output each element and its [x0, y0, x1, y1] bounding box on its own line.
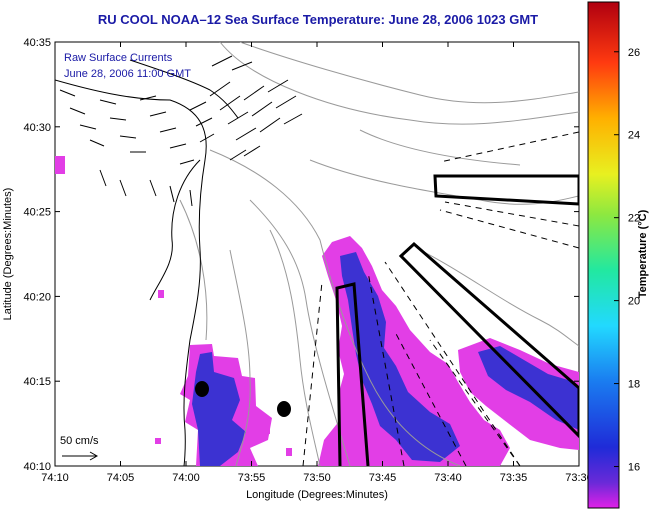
y-axis-label: Latitude (Degrees:Minutes)	[2, 188, 14, 321]
sampling-sectors	[302, 131, 579, 466]
colorbar-tick-label: 22	[628, 213, 640, 225]
colorbar-tick-label: 26	[628, 47, 640, 59]
overlay-line-2: June 28, 2006 11:00 GMT	[64, 68, 191, 80]
y-axis-ticks: 40:35 40:30 40:25 40:20 40:15 40:10	[23, 37, 579, 473]
x-tick-label: 74:05	[107, 472, 135, 484]
station-marker-1	[195, 381, 209, 397]
y-tick-label: 40:10	[23, 461, 51, 473]
colorbar: 26 24 22 20 18 16 Temperature (°C)	[587, 1, 649, 509]
colorbar-tick-label: 18	[628, 379, 640, 391]
y-tick-label: 40:25	[23, 207, 51, 219]
x-tick-label: 73:50	[303, 472, 331, 484]
y-tick-label: 40:35	[23, 37, 51, 49]
colorbar-label: Temperature (°C)	[637, 209, 649, 298]
scale-vector-label: 50 cm/s	[60, 435, 99, 447]
x-tick-label: 73:55	[238, 472, 266, 484]
bathymetry-contours	[179, 42, 579, 466]
y-tick-label: 40:15	[23, 376, 51, 388]
x-tick-label: 73:40	[434, 472, 462, 484]
figure-title: RU COOL NOAA–12 Sea Surface Temperature:…	[98, 12, 538, 27]
colorbar-tick-label: 16	[628, 462, 640, 474]
colorbar-ticks: 26 24 22 20 18 16	[614, 47, 640, 474]
x-tick-label: 73:45	[369, 472, 397, 484]
colorbar-tick-label: 20	[628, 296, 640, 308]
station-marker-2	[277, 401, 291, 417]
x-tick-label: 73:35	[500, 472, 528, 484]
x-tick-label: 74:10	[41, 472, 69, 484]
x-tick-label: 74:00	[172, 472, 200, 484]
x-tick-label: 73:30	[565, 472, 593, 484]
x-axis-ticks: 74:10 74:05 74:00 73:55 73:50 73:45 73:40 73:35…	[41, 42, 593, 484]
y-tick-label: 40:20	[23, 291, 51, 303]
colorbar-tick-label: 24	[628, 130, 640, 142]
x-axis-label: Longitude (Degrees:Minutes)	[246, 489, 388, 501]
map-plot-area: Raw Surface Currents June 28, 2006 11:00…	[54, 41, 580, 467]
current-vectors	[59, 55, 303, 207]
scale-vector: 50 cm/s	[60, 435, 99, 461]
overlay-line-1: Raw Surface Currents	[64, 52, 173, 64]
colorbar-gradient	[587, 1, 620, 509]
y-tick-label: 40:30	[23, 122, 51, 134]
coastline	[55, 59, 239, 466]
